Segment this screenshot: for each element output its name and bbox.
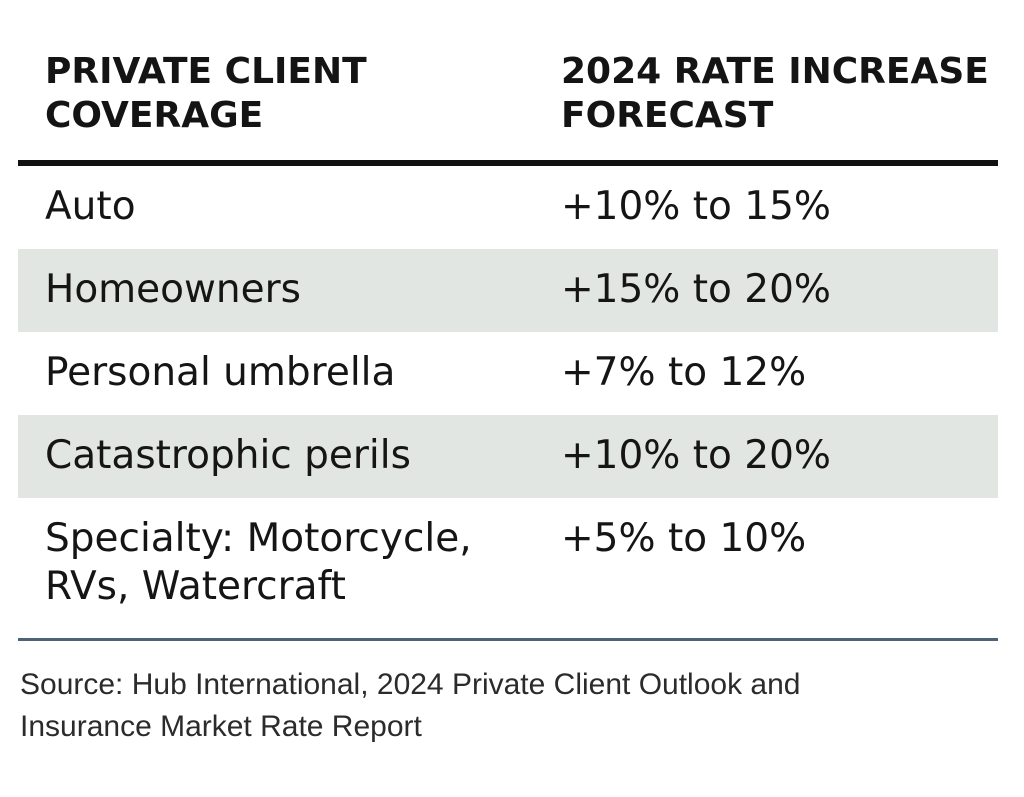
table-header: PRIVATE CLIENT COVERAGE 2024 RATE INCREA… bbox=[18, 40, 998, 166]
coverage-cell-line1: Specialty: Motorcycle, bbox=[45, 516, 472, 561]
coverage-cell: Homeowners bbox=[45, 267, 301, 312]
table-row-specialty: Specialty: Motorcycle, RVs, Watercraft +… bbox=[18, 498, 998, 638]
forecast-cell: +10% to 15% bbox=[561, 184, 831, 229]
source-note: Source: Hub International, 2024 Private … bbox=[20, 664, 1000, 748]
coverage-cell: Catastrophic perils bbox=[45, 433, 411, 478]
coverage-cell: Specialty: Motorcycle, RVs, Watercraft bbox=[45, 515, 525, 611]
coverage-cell: Auto bbox=[45, 184, 136, 229]
forecast-cell: +15% to 20% bbox=[561, 267, 831, 312]
forecast-cell: +5% to 10% bbox=[561, 516, 807, 561]
coverage-column-header: PRIVATE CLIENT COVERAGE bbox=[45, 50, 465, 138]
forecast-header-line1: 2024 RATE INCREASE bbox=[561, 51, 989, 92]
coverage-cell-line2: RVs, Watercraft bbox=[45, 564, 346, 609]
rate-table: PRIVATE CLIENT COVERAGE 2024 RATE INCREA… bbox=[18, 40, 998, 641]
coverage-cell: Personal umbrella bbox=[45, 350, 396, 395]
forecast-cell: +10% to 20% bbox=[561, 433, 831, 478]
table-row-personal-umbrella: Personal umbrella +7% to 12% bbox=[18, 332, 998, 415]
forecast-header-line2: FORECAST bbox=[561, 95, 774, 136]
coverage-header-line2: COVERAGE bbox=[45, 95, 264, 136]
forecast-column-header: 2024 RATE INCREASE FORECAST bbox=[561, 50, 1001, 138]
table-row-catastrophic-perils: Catastrophic perils +10% to 20% bbox=[18, 415, 998, 498]
table-body: Auto +10% to 15% Homeowners +15% to 20% … bbox=[18, 166, 998, 638]
table-row-homeowners: Homeowners +15% to 20% bbox=[18, 249, 998, 332]
table-bottom-rule bbox=[18, 638, 998, 641]
coverage-header-line1: PRIVATE CLIENT bbox=[45, 51, 367, 92]
forecast-cell: +7% to 12% bbox=[561, 350, 807, 395]
table-row-auto: Auto +10% to 15% bbox=[18, 166, 998, 249]
source-line1: Source: Hub International, 2024 Private … bbox=[20, 668, 801, 701]
source-line2: Insurance Market Rate Report bbox=[20, 710, 422, 743]
